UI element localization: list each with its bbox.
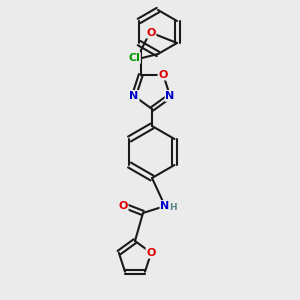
Text: O: O (146, 248, 156, 258)
Text: O: O (146, 28, 155, 38)
Text: H: H (169, 202, 177, 211)
Text: O: O (158, 70, 168, 80)
Text: N: N (160, 201, 169, 211)
Text: O: O (118, 201, 128, 211)
Text: N: N (165, 91, 175, 101)
Text: Cl: Cl (128, 53, 140, 63)
Text: N: N (129, 91, 139, 101)
